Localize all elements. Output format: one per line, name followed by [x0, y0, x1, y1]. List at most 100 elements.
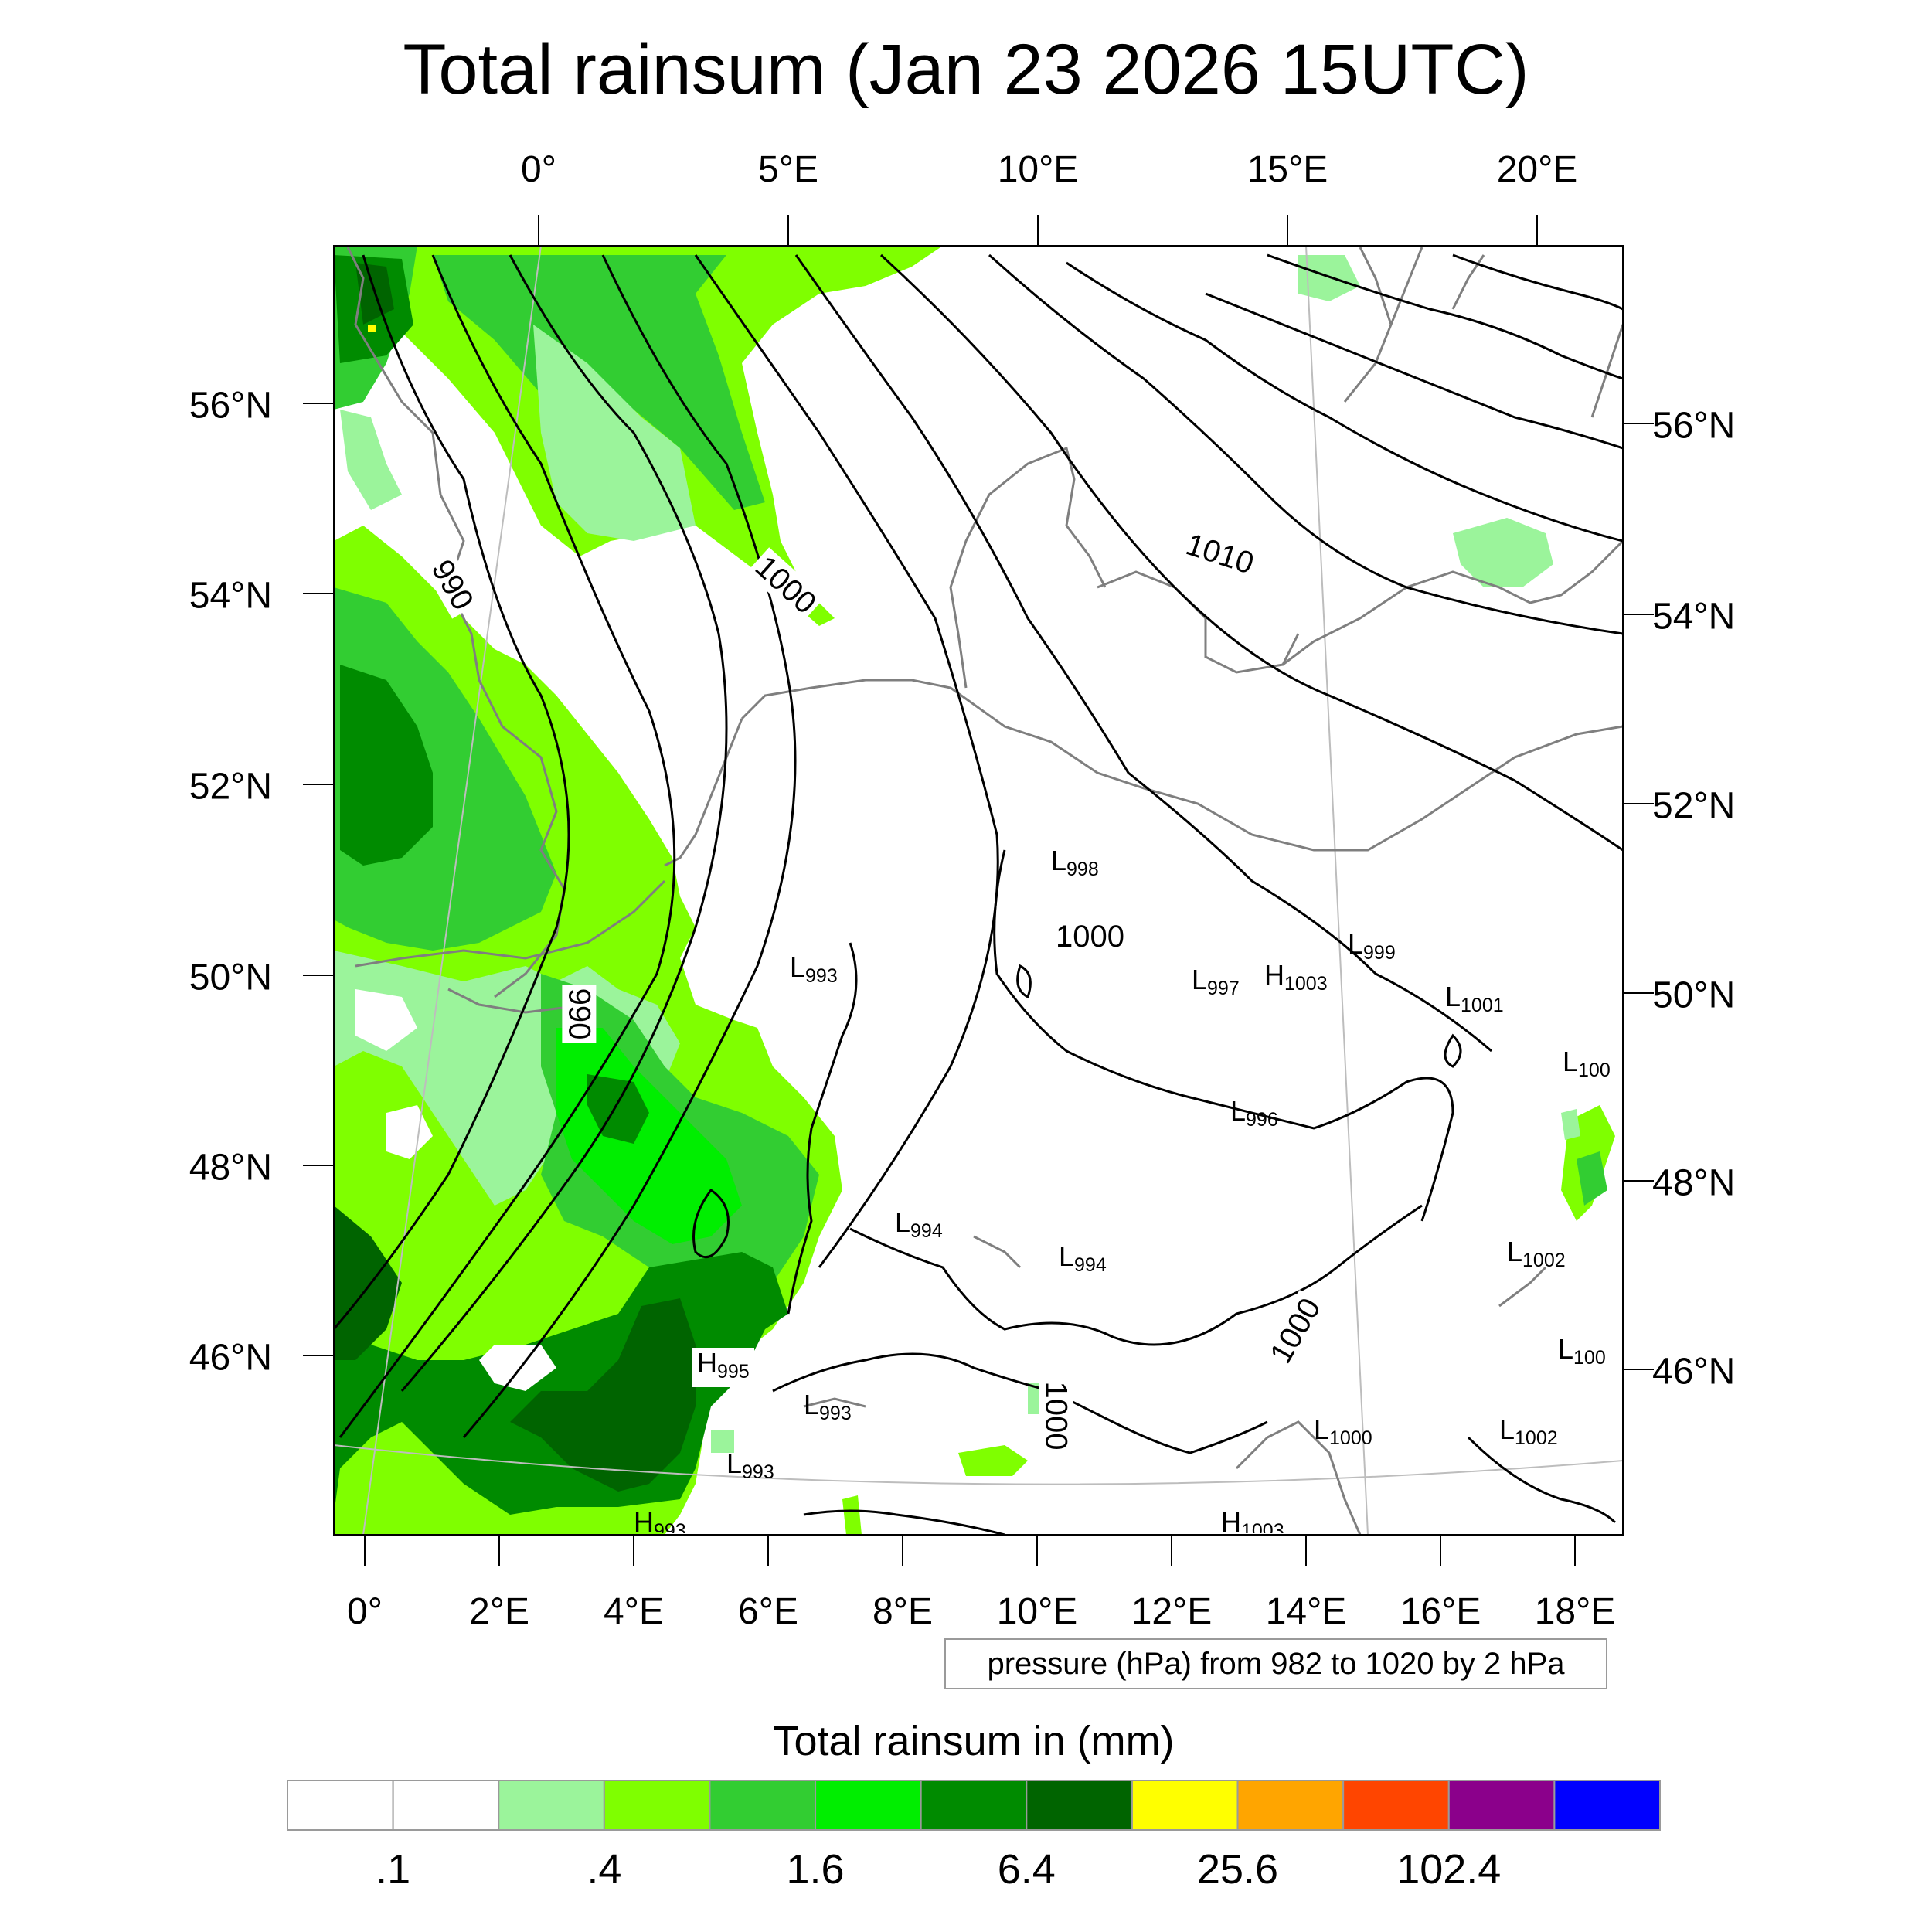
- right-lat-label: 48°N: [1652, 1162, 1736, 1204]
- rain-area-east-3: [1561, 1109, 1580, 1140]
- pressure-center-type: H: [1221, 1507, 1241, 1533]
- colorbar-tick-label: 25.6: [1196, 1846, 1279, 1893]
- top-lon-label: 15°E: [1247, 149, 1328, 190]
- rain-area-alps-darkest: [510, 1298, 696, 1492]
- pressure-center-label: H1003: [1221, 1507, 1284, 1533]
- pressure-center-value: 993: [819, 1403, 852, 1424]
- pressure-center-label: L994: [895, 1207, 943, 1247]
- graticule: [334, 246, 1623, 1535]
- pressure-center-type: L: [1558, 1333, 1574, 1365]
- left-lat-label: 46°N: [189, 1337, 272, 1379]
- pressure-center-type: L: [1445, 981, 1461, 1012]
- colorbar-swatch: [815, 1780, 922, 1831]
- pressure-center-label: L993: [790, 952, 838, 992]
- left-lat-label: 56°N: [189, 385, 272, 427]
- pressure-center-type: L: [1499, 1413, 1515, 1445]
- pressure-center-value: 998: [1066, 859, 1099, 880]
- top-lon-label: 20°E: [1496, 149, 1578, 190]
- bottom-lon-label: 16°E: [1400, 1591, 1481, 1632]
- bottom-lon-label: 18°E: [1534, 1591, 1616, 1632]
- pressure-center-label: L997: [1192, 964, 1240, 1004]
- pressure-center-value: 1002: [1515, 1427, 1558, 1449]
- right-lat-label: 54°N: [1652, 596, 1736, 638]
- colorbar-swatch: [1236, 1780, 1345, 1831]
- rain-area-south-4: [711, 1430, 734, 1453]
- axis-ticks: [303, 215, 1654, 1566]
- pressure-center-type: L: [1059, 1240, 1075, 1272]
- pressure-center-type: L: [1051, 845, 1067, 876]
- pressure-center-type: L: [1507, 1236, 1523, 1267]
- pressure-center-type: L: [790, 951, 806, 983]
- pressure-center-label: H995: [692, 1348, 754, 1387]
- bottom-lon-label: 6°E: [738, 1591, 798, 1632]
- isobars: [334, 253, 1623, 1535]
- bottom-lon-label: 2°E: [469, 1591, 529, 1632]
- pressure-center-type: L: [1314, 1413, 1330, 1445]
- top-lon-label: 10°E: [997, 149, 1079, 190]
- rain-area-scandinavia: [1298, 255, 1360, 301]
- pressure-center-label: L999: [1348, 929, 1396, 968]
- pressure-center-label: L1001: [1445, 981, 1504, 1021]
- contour-info-box: pressure (hPa) from 982 to 1020 by 2 hPa: [944, 1638, 1607, 1689]
- coastlines: [346, 247, 1623, 1535]
- pressure-center-label: L100: [1563, 1046, 1611, 1086]
- right-lat-label: 56°N: [1652, 405, 1736, 447]
- pressure-center-label: H1003: [1264, 960, 1328, 999]
- rain-gap-1: [479, 1345, 556, 1391]
- pressure-center-value: 1003: [1241, 1520, 1284, 1533]
- pressure-center-type: H: [697, 1347, 717, 1379]
- bottom-lon-label: 14°E: [1265, 1591, 1347, 1632]
- pressure-center-value: 100: [1578, 1060, 1611, 1081]
- bottom-lon-label: 0°: [347, 1591, 383, 1632]
- rain-area-southwest-dark-edge: [334, 1206, 402, 1360]
- rain-area-west-dark-strip: [340, 665, 433, 866]
- colorbar-swatch: [287, 1780, 394, 1831]
- isobar-label: 990: [562, 985, 597, 1043]
- bottom-lon-label: 8°E: [872, 1591, 933, 1632]
- pressure-center-type: L: [1230, 1095, 1247, 1127]
- pressure-center-value: 1003: [1284, 973, 1328, 995]
- pressure-center-type: L: [1348, 928, 1364, 960]
- pressure-center-type: H: [1264, 959, 1284, 991]
- isobar-label: 1000: [1053, 920, 1128, 954]
- pressure-center-type: H: [634, 1507, 654, 1533]
- left-lat-label: 54°N: [189, 575, 272, 617]
- pressure-center-label: L998: [1051, 845, 1099, 885]
- pressure-center-type: L: [895, 1206, 911, 1238]
- pressure-center-label: L1002: [1499, 1414, 1558, 1454]
- rain-area-east-2: [1577, 1151, 1607, 1206]
- pressure-center-value: 995: [717, 1361, 750, 1383]
- colorbar-swatch: [1342, 1780, 1450, 1831]
- rain-area-baltic: [1453, 518, 1553, 587]
- rain-area-nw-fringe: [340, 410, 402, 510]
- colorbar-swatch: [603, 1780, 711, 1831]
- map-title: Total rainsum (Jan 23 2026 15UTC): [403, 30, 1529, 109]
- pressure-center-value: 1002: [1522, 1250, 1566, 1271]
- pressure-center-label: L100: [1558, 1334, 1606, 1373]
- bottom-lon-label: 12°E: [1131, 1591, 1213, 1632]
- pressure-center-value: 996: [1246, 1109, 1278, 1131]
- colorbar-swatch: [920, 1780, 1028, 1831]
- colorbar-tick-label: 1.6: [786, 1846, 845, 1893]
- colorbar-swatch: [1026, 1780, 1133, 1831]
- pressure-center-value: 993: [654, 1520, 686, 1533]
- bottom-lon-label: 10°E: [996, 1591, 1078, 1632]
- colorbar-tick-label: 6.4: [997, 1846, 1056, 1893]
- rain-gap-2: [355, 989, 417, 1051]
- pressure-center-label: L993: [804, 1389, 852, 1429]
- right-lat-label: 46°N: [1652, 1351, 1736, 1393]
- pressure-center-value: 1000: [1329, 1427, 1372, 1449]
- pressure-center-value: 993: [805, 965, 838, 987]
- colorbar-swatch: [1131, 1780, 1239, 1831]
- pressure-center-label: L994: [1059, 1241, 1107, 1281]
- colorbar-swatch: [709, 1780, 817, 1831]
- pressure-center-type: L: [1192, 964, 1208, 995]
- pressure-center-type: L: [1563, 1046, 1579, 1077]
- colorbar-tick-label: 102.4: [1396, 1846, 1502, 1893]
- colorbar-swatch: [1553, 1780, 1662, 1831]
- map-frame: [333, 245, 1624, 1536]
- pressure-center-label: L1002: [1507, 1236, 1566, 1276]
- pressure-center-value: 993: [742, 1461, 774, 1483]
- colorbar-title: Total rainsum in (mm): [773, 1718, 1175, 1764]
